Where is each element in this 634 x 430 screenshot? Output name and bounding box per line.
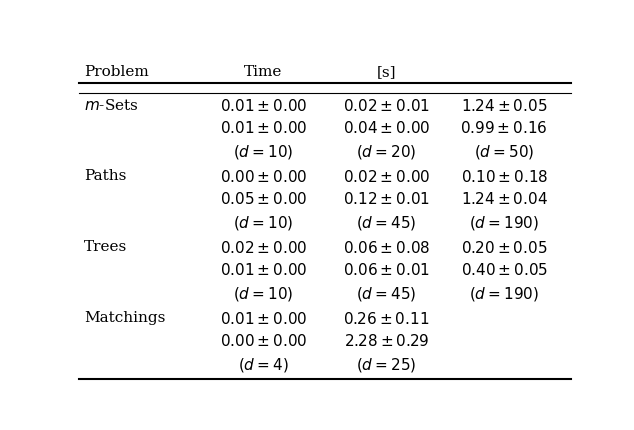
Text: $(d = 190)$: $(d = 190)$ [469,285,540,303]
Text: $0.02 \pm 0.01$: $0.02 \pm 0.01$ [343,98,430,114]
Text: $(d = 10)$: $(d = 10)$ [233,214,294,232]
Text: $0.04 \pm 0.00$: $0.04 \pm 0.00$ [342,120,430,136]
Text: $0.06 \pm 0.08$: $0.06 \pm 0.08$ [342,240,430,256]
Text: $0.01 \pm 0.00$: $0.01 \pm 0.00$ [220,310,307,326]
Text: $0.02 \pm 0.00$: $0.02 \pm 0.00$ [220,240,307,256]
Text: $0.01 \pm 0.00$: $0.01 \pm 0.00$ [220,120,307,136]
Text: $(d = 4)$: $(d = 4)$ [238,356,289,374]
Text: $m$-Sets: $m$-Sets [84,98,139,113]
Text: $0.02 \pm 0.00$: $0.02 \pm 0.00$ [342,169,430,185]
Text: Trees: Trees [84,240,127,254]
Text: Paths: Paths [84,169,127,183]
Text: [s]: [s] [377,65,396,79]
Text: $(d = 25)$: $(d = 25)$ [356,356,417,374]
Text: $(d = 20)$: $(d = 20)$ [356,143,417,161]
Text: $0.00 \pm 0.00$: $0.00 \pm 0.00$ [220,169,307,185]
Text: $(d = 10)$: $(d = 10)$ [233,143,294,161]
Text: $(d = 45)$: $(d = 45)$ [356,285,417,303]
Text: $0.12 \pm 0.01$: $0.12 \pm 0.01$ [343,191,430,207]
Text: $(d = 50)$: $(d = 50)$ [474,143,534,161]
Text: $0.26 \pm 0.11$: $0.26 \pm 0.11$ [343,310,429,326]
Text: $0.01 \pm 0.00$: $0.01 \pm 0.00$ [220,262,307,278]
Text: $0.00 \pm 0.00$: $0.00 \pm 0.00$ [220,333,307,349]
Text: Time: Time [244,65,283,79]
Text: $0.01 \pm 0.00$: $0.01 \pm 0.00$ [220,98,307,114]
Text: $1.24 \pm 0.05$: $1.24 \pm 0.05$ [461,98,547,114]
Text: $2.28 \pm 0.29$: $2.28 \pm 0.29$ [344,333,429,349]
Text: $(d = 190)$: $(d = 190)$ [469,214,540,232]
Text: $0.99 \pm 0.16$: $0.99 \pm 0.16$ [460,120,548,136]
Text: $0.10 \pm 0.18$: $0.10 \pm 0.18$ [460,169,548,185]
Text: $(d = 45)$: $(d = 45)$ [356,214,417,232]
Text: $(d = 10)$: $(d = 10)$ [233,285,294,303]
Text: Problem: Problem [84,65,149,79]
Text: $0.40 \pm 0.05$: $0.40 \pm 0.05$ [461,262,548,278]
Text: $0.06 \pm 0.01$: $0.06 \pm 0.01$ [343,262,430,278]
Text: Matchings: Matchings [84,310,165,325]
Text: $0.20 \pm 0.05$: $0.20 \pm 0.05$ [461,240,547,256]
Text: $1.24 \pm 0.04$: $1.24 \pm 0.04$ [461,191,548,207]
Text: $0.05 \pm 0.00$: $0.05 \pm 0.00$ [220,191,307,207]
